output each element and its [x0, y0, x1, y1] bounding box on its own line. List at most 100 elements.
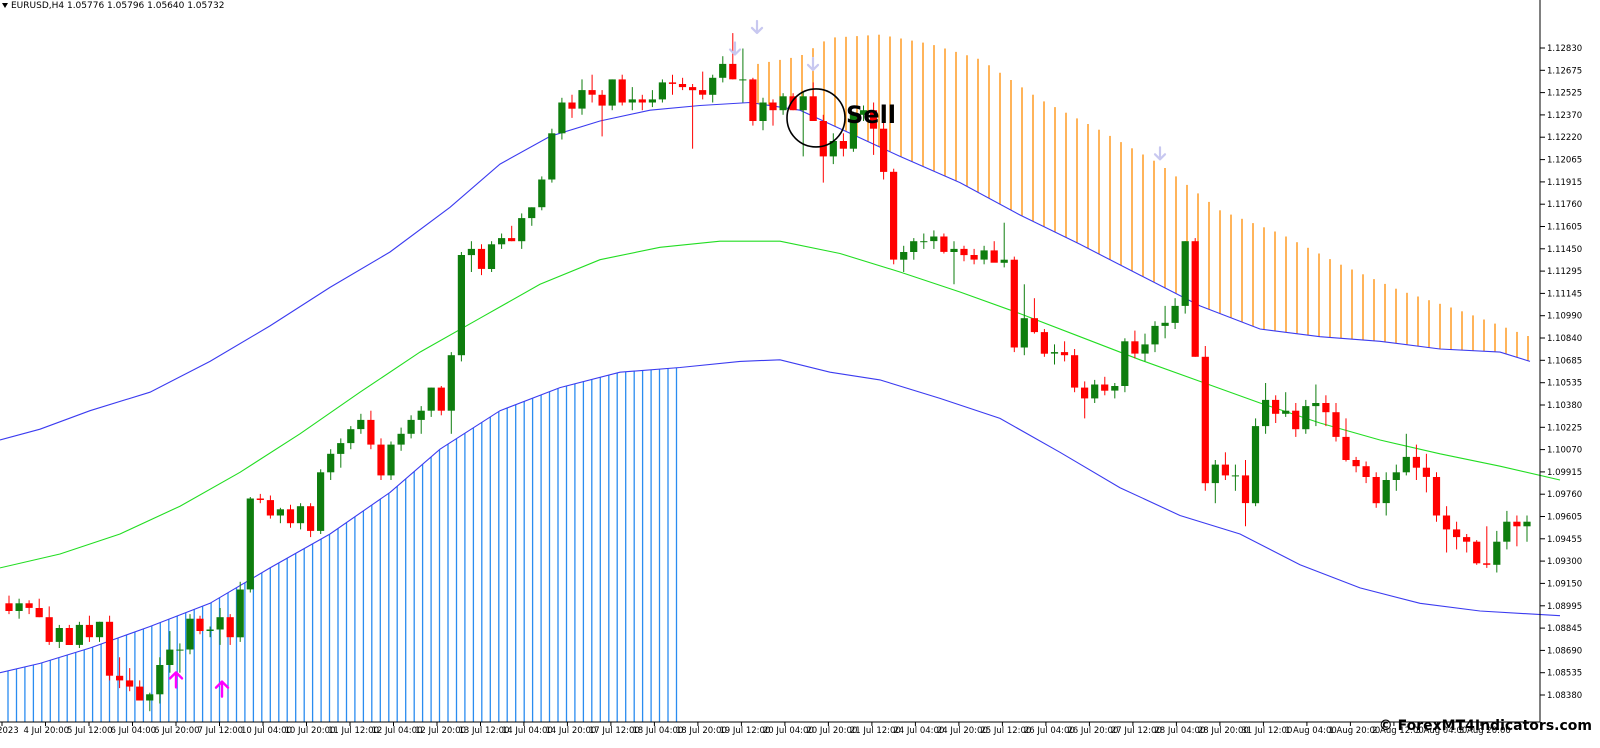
upper-envelope-line: [0, 101, 1531, 441]
candle-body: [1402, 456, 1410, 473]
candle-body: [950, 248, 958, 252]
time-tick-label: 17 Jul 12:00: [589, 726, 640, 736]
candle-body: [5, 603, 13, 611]
time-tick-label: 7 Jul 12:00: [198, 726, 244, 736]
candle-body: [136, 686, 144, 701]
candle-body: [477, 248, 486, 269]
candle-body: [1201, 356, 1209, 484]
candle-body: [437, 387, 445, 411]
candle-body: [1272, 399, 1280, 414]
candle-body: [116, 675, 124, 681]
price-tick-label: 1.09455: [1547, 535, 1582, 545]
time-tick-label: 27 Jul 12:00: [1111, 726, 1162, 736]
candle-body: [126, 680, 134, 687]
candle-body: [1181, 241, 1189, 306]
candle-body: [678, 84, 687, 88]
candle-body: [930, 236, 938, 242]
time-tick-label: 18 Jul 04:00: [632, 726, 683, 736]
candle-body: [608, 79, 616, 106]
price-tick-label: 1.12065: [1547, 156, 1582, 166]
candle-body: [1241, 475, 1250, 504]
candle-body: [1141, 344, 1149, 354]
time-tick-label: 5 Jul 12:00: [67, 726, 113, 736]
candle-body: [447, 355, 455, 411]
candle-body: [427, 387, 435, 411]
sell-arrow-icon: [750, 19, 764, 35]
candle-body: [1342, 436, 1350, 460]
candle-body: [75, 624, 83, 645]
candle-body: [568, 102, 576, 109]
candle-body: [1432, 477, 1441, 516]
time-tick-label: 6 Jul 04:00: [111, 726, 157, 736]
collapse-triangle-icon[interactable]: [2, 3, 8, 8]
candle-body: [256, 498, 264, 500]
candle-body: [1493, 541, 1501, 565]
time-tick-label: 19 Jul 12:00: [719, 726, 770, 736]
candle-body: [327, 453, 335, 473]
price-tick-label: 1.11915: [1547, 178, 1582, 188]
candle-body: [1523, 521, 1531, 527]
candle-body: [829, 141, 837, 157]
candle-body: [337, 443, 345, 454]
price-tick-label: 1.12830: [1547, 44, 1582, 54]
candle-body: [1040, 332, 1048, 354]
price-tick-label: 1.09300: [1547, 557, 1582, 567]
candle-body: [176, 649, 184, 651]
sell-signal-label: Sell: [846, 100, 897, 129]
candle-body: [719, 63, 727, 78]
candle-body: [668, 82, 677, 84]
candle-body: [598, 94, 606, 106]
candle-body: [85, 624, 93, 638]
price-tick-label: 1.11760: [1547, 200, 1582, 210]
sell-arrow-icon: [1153, 146, 1167, 161]
candle-body: [1473, 541, 1481, 564]
price-tick-label: 1.09150: [1547, 579, 1582, 589]
time-tick-label: 12 Jul 20:00: [415, 726, 466, 736]
candle-body: [1302, 406, 1310, 430]
candle-body: [538, 179, 546, 208]
candle-body: [779, 96, 787, 111]
candle-body: [849, 114, 857, 149]
candle-body: [699, 90, 707, 95]
candle-body: [467, 248, 475, 256]
price-tick-label: 1.10225: [1547, 423, 1582, 433]
time-tick-label: 28 Jul 20:00: [1198, 726, 1249, 736]
candle-body: [1191, 241, 1199, 357]
time-tick-label: 12 Jul 04:00: [372, 726, 423, 736]
candle-body: [578, 90, 586, 109]
price-tick-label: 1.08690: [1547, 646, 1582, 656]
candle-body: [749, 79, 757, 121]
candle-body: [397, 433, 405, 445]
time-tick-label: 4 Jul 20:00: [24, 726, 70, 736]
candle-body: [266, 500, 274, 516]
price-tick-label: 1.10990: [1547, 312, 1582, 322]
price-tick-label: 1.08995: [1547, 602, 1582, 612]
candle-body: [890, 171, 898, 260]
candle-body: [246, 498, 254, 590]
symbol-header: EURUSD,H4 1.05776 1.05796 1.05640 1.0573…: [2, 1, 224, 11]
candle-body: [789, 96, 797, 111]
candle-body: [1171, 305, 1179, 323]
candle-body: [880, 128, 888, 172]
time-tick-label: 1 Aug 20:00: [1328, 726, 1380, 736]
candle-body: [1111, 386, 1119, 391]
candle-body: [15, 603, 23, 611]
candle-body: [387, 444, 395, 476]
candle-body: [1312, 403, 1320, 407]
time-tick-label: 10 Jul 04:00: [241, 726, 292, 736]
candle-body: [1060, 352, 1069, 356]
candle-body: [839, 141, 847, 149]
price-tick-label: 1.10535: [1547, 379, 1582, 389]
candle-body: [769, 102, 777, 111]
candle-body: [1020, 318, 1028, 348]
candle-body: [367, 419, 375, 445]
price-tick-label: 1.11605: [1547, 223, 1582, 233]
candle-body: [1392, 472, 1400, 480]
candle-body: [759, 102, 767, 121]
candle-body: [286, 509, 295, 524]
candle-body: [1071, 355, 1079, 388]
time-tick-label: 21 Jul 12:00: [850, 726, 901, 736]
candle-body: [206, 629, 214, 631]
candle-body: [508, 238, 516, 242]
